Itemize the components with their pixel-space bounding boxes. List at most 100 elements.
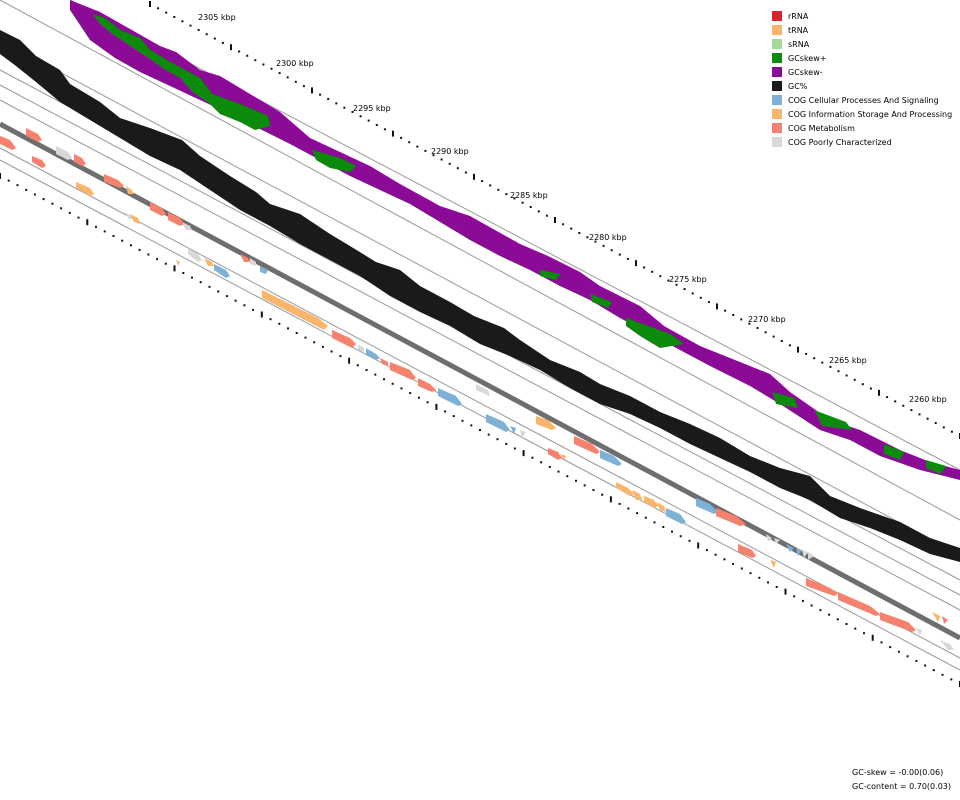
minor-tick: [732, 314, 735, 316]
major-tick: [554, 217, 556, 223]
minor-tick: [644, 516, 647, 519]
minor-tick: [213, 37, 216, 40]
cds-feature: [438, 388, 462, 406]
minor-tick: [780, 340, 783, 342]
cds-feature: [188, 248, 202, 262]
minor-tick: [103, 230, 106, 233]
minor-tick: [819, 609, 822, 612]
minor-tick: [448, 162, 451, 165]
cds-feature: [476, 384, 490, 396]
cds-feature: [150, 202, 166, 216]
major-tick: [878, 389, 880, 396]
minor-tick: [845, 374, 848, 377]
legend-label: GCskew+: [788, 53, 827, 63]
kbp-label: 2300 kbp: [276, 59, 314, 68]
gcskew-positive-band: [590, 294, 612, 308]
minor-tick: [548, 465, 551, 468]
minor-tick: [165, 11, 168, 14]
cds-feature: [774, 538, 780, 544]
minor-tick: [157, 7, 160, 10]
minor-tick: [529, 206, 532, 208]
minor-tick: [854, 627, 857, 630]
minor-tick: [374, 373, 377, 376]
minor-tick: [359, 115, 362, 118]
track-line: [0, 0, 960, 521]
minor-tick: [391, 382, 394, 385]
minor-tick: [828, 613, 831, 616]
minor-tick: [829, 365, 832, 368]
cds-feature: [126, 186, 134, 194]
minor-tick: [683, 288, 686, 291]
minor-tick: [714, 553, 717, 556]
minor-tick: [699, 296, 702, 299]
minor-tick: [723, 558, 726, 561]
minor-tick: [319, 93, 322, 96]
minor-tick: [321, 345, 324, 348]
minor-tick: [880, 641, 883, 644]
minor-tick: [367, 119, 370, 122]
minor-tick: [383, 378, 385, 381]
minor-tick: [481, 180, 484, 183]
minor-tick: [356, 364, 359, 367]
minor-tick: [343, 106, 346, 109]
legend-swatch: [772, 109, 782, 119]
cds-feature: [214, 264, 230, 278]
minor-tick: [906, 655, 909, 658]
minor-tick: [667, 279, 670, 282]
cds-feature: [104, 174, 124, 188]
legend-label: COG Information Storage And Processing: [788, 109, 953, 119]
major-tick: [86, 219, 89, 226]
minor-tick: [189, 24, 192, 27]
cds-feature: [76, 182, 94, 196]
minor-tick: [77, 216, 80, 219]
legend-swatch: [772, 95, 782, 105]
minor-tick: [932, 669, 935, 672]
cds-feature: [770, 560, 776, 568]
minor-tick: [566, 475, 569, 478]
cds-feature: [510, 426, 516, 434]
gcskew-positive-band: [312, 150, 356, 172]
kbp-label: 2270 kbp: [748, 315, 786, 324]
kbp-label: 2290 kbp: [431, 147, 469, 156]
minor-tick: [531, 456, 534, 459]
legend-item-gcskew-plus: GCskew+: [772, 51, 958, 65]
minor-tick: [942, 426, 945, 429]
cds-feature: [0, 136, 16, 150]
minor-tick: [138, 248, 141, 251]
minor-tick: [758, 576, 761, 579]
minor-tick: [302, 85, 305, 88]
track-line: [0, 147, 960, 659]
minor-tick: [294, 80, 297, 83]
minor-tick: [705, 549, 708, 552]
legend-label: GC%: [788, 81, 808, 91]
minor-tick: [902, 404, 905, 407]
minor-tick: [208, 285, 211, 288]
minor-tick: [626, 257, 629, 260]
minor-tick: [578, 232, 581, 234]
scale-ticks: [149, 1, 960, 439]
minor-tick: [897, 650, 900, 653]
legend-swatch: [772, 81, 782, 91]
minor-tick: [810, 604, 813, 607]
minor-tick: [417, 396, 420, 399]
cds-feature: [124, 212, 132, 220]
minor-tick: [262, 63, 265, 66]
minor-tick: [60, 207, 63, 210]
minor-tick: [7, 179, 10, 182]
legend-item-cog-poorly: COG Poorly Characterized: [772, 135, 958, 149]
minor-tick: [129, 244, 132, 247]
minor-tick: [853, 378, 856, 381]
legend-item-gcskew-minus: GCskew-: [772, 65, 958, 79]
minor-tick: [238, 50, 241, 53]
minor-tick: [863, 632, 865, 635]
minor-tick: [33, 193, 36, 196]
minor-tick: [234, 299, 237, 302]
cds-feature: [738, 544, 756, 558]
minor-tick: [545, 214, 548, 217]
minor-tick: [496, 438, 499, 441]
gcskew-negative-band: [70, 0, 960, 480]
minor-tick: [521, 201, 524, 204]
minor-tick: [540, 461, 543, 464]
cds-feature: [656, 502, 666, 512]
minor-tick: [869, 387, 872, 390]
